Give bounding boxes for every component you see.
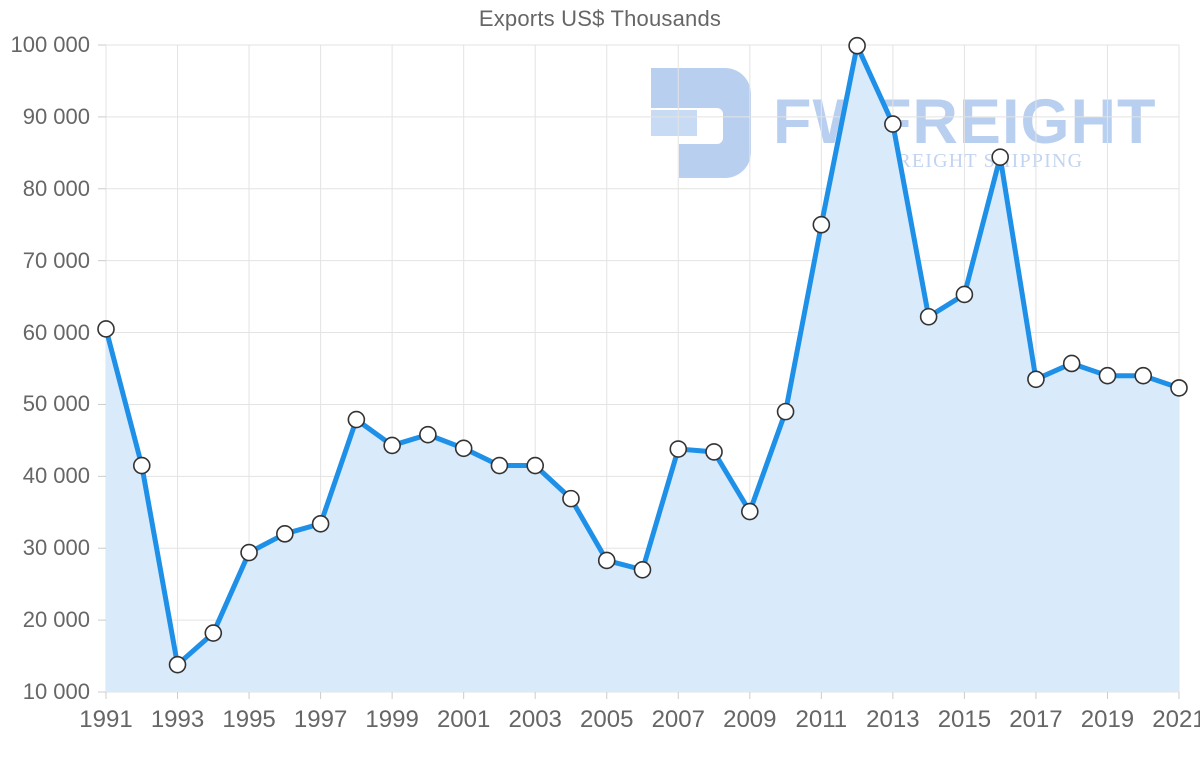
data-point-marker[interactable] [1134, 366, 1153, 385]
x-axis-tick-label: 1991 [79, 706, 133, 733]
data-point-marker[interactable] [490, 456, 509, 475]
data-point-marker[interactable] [347, 410, 366, 429]
data-point-marker[interactable] [1098, 366, 1117, 385]
data-point-marker[interactable] [526, 456, 545, 475]
data-point-marker[interactable] [955, 285, 974, 304]
y-axis-tick-label: 40 000 [22, 463, 90, 489]
data-point-marker[interactable] [919, 307, 938, 326]
data-point-marker[interactable] [419, 425, 437, 444]
x-axis-tick-label: 2009 [723, 706, 777, 733]
y-axis-tick-label: 100 000 [10, 32, 90, 57]
x-axis-tick-label: 2005 [580, 706, 634, 733]
data-point-marker[interactable] [884, 115, 902, 133]
y-axis-tick-label: 60 000 [22, 319, 90, 345]
data-point-marker[interactable] [705, 443, 723, 461]
x-axis-tick-label: 1997 [293, 706, 348, 733]
y-axis-tick-label: 50 000 [22, 391, 90, 417]
data-point-marker[interactable] [168, 655, 187, 674]
data-point-marker[interactable] [633, 560, 652, 579]
data-point-marker[interactable] [132, 456, 151, 475]
data-point-marker[interactable] [454, 439, 473, 458]
y-axis-tick-label: 90 000 [22, 103, 90, 129]
data-point-marker[interactable] [383, 436, 401, 455]
y-axis-tick-label: 70 000 [22, 247, 90, 273]
x-axis-tick-label: 1993 [150, 706, 205, 733]
y-axis-tick-label: 20 000 [22, 607, 90, 633]
data-point-marker[interactable] [776, 402, 795, 421]
data-point-marker[interactable] [276, 525, 294, 543]
area-fill [106, 45, 1179, 693]
data-point-marker[interactable] [740, 502, 759, 521]
data-point-marker[interactable] [1170, 379, 1188, 397]
x-axis-tick-label: 2011 [795, 706, 848, 733]
data-point-marker[interactable] [97, 320, 115, 338]
data-point-marker[interactable] [562, 489, 580, 508]
data-point-marker[interactable] [311, 514, 330, 533]
x-axis-tick-label: 2001 [436, 706, 491, 733]
y-axis-tick-label: 10 000 [22, 679, 90, 704]
data-point-marker[interactable] [1062, 354, 1081, 373]
x-axis-tick-label: 1999 [365, 706, 419, 733]
data-point-marker[interactable] [848, 36, 866, 55]
data-point-marker[interactable] [204, 624, 223, 642]
y-axis-tick-label: 80 000 [22, 175, 90, 201]
chart-title: Exports US$ Thousands [478, 6, 722, 31]
x-axis-tick-label: 1995 [222, 706, 276, 733]
data-point-marker[interactable] [812, 215, 831, 234]
data-point-markers [97, 36, 1188, 674]
x-axis-tick-label: 2021 [1152, 706, 1200, 733]
y-axis-tick-label: 30 000 [22, 535, 90, 561]
x-axis-tick-label: 2003 [508, 706, 562, 733]
data-point-marker[interactable] [991, 148, 1009, 166]
x-axis-tick-label: 2019 [1080, 706, 1135, 733]
data-point-marker[interactable] [597, 551, 616, 570]
x-axis-tick-label: 2017 [1009, 706, 1063, 733]
data-point-marker[interactable] [669, 440, 688, 458]
x-axis-tick-label: 2013 [866, 706, 920, 733]
x-axis-tick-label: 2015 [937, 706, 992, 733]
x-axis-tick-label: 2007 [651, 706, 705, 733]
data-point-marker[interactable] [240, 543, 258, 562]
data-point-marker[interactable] [1027, 370, 1045, 389]
